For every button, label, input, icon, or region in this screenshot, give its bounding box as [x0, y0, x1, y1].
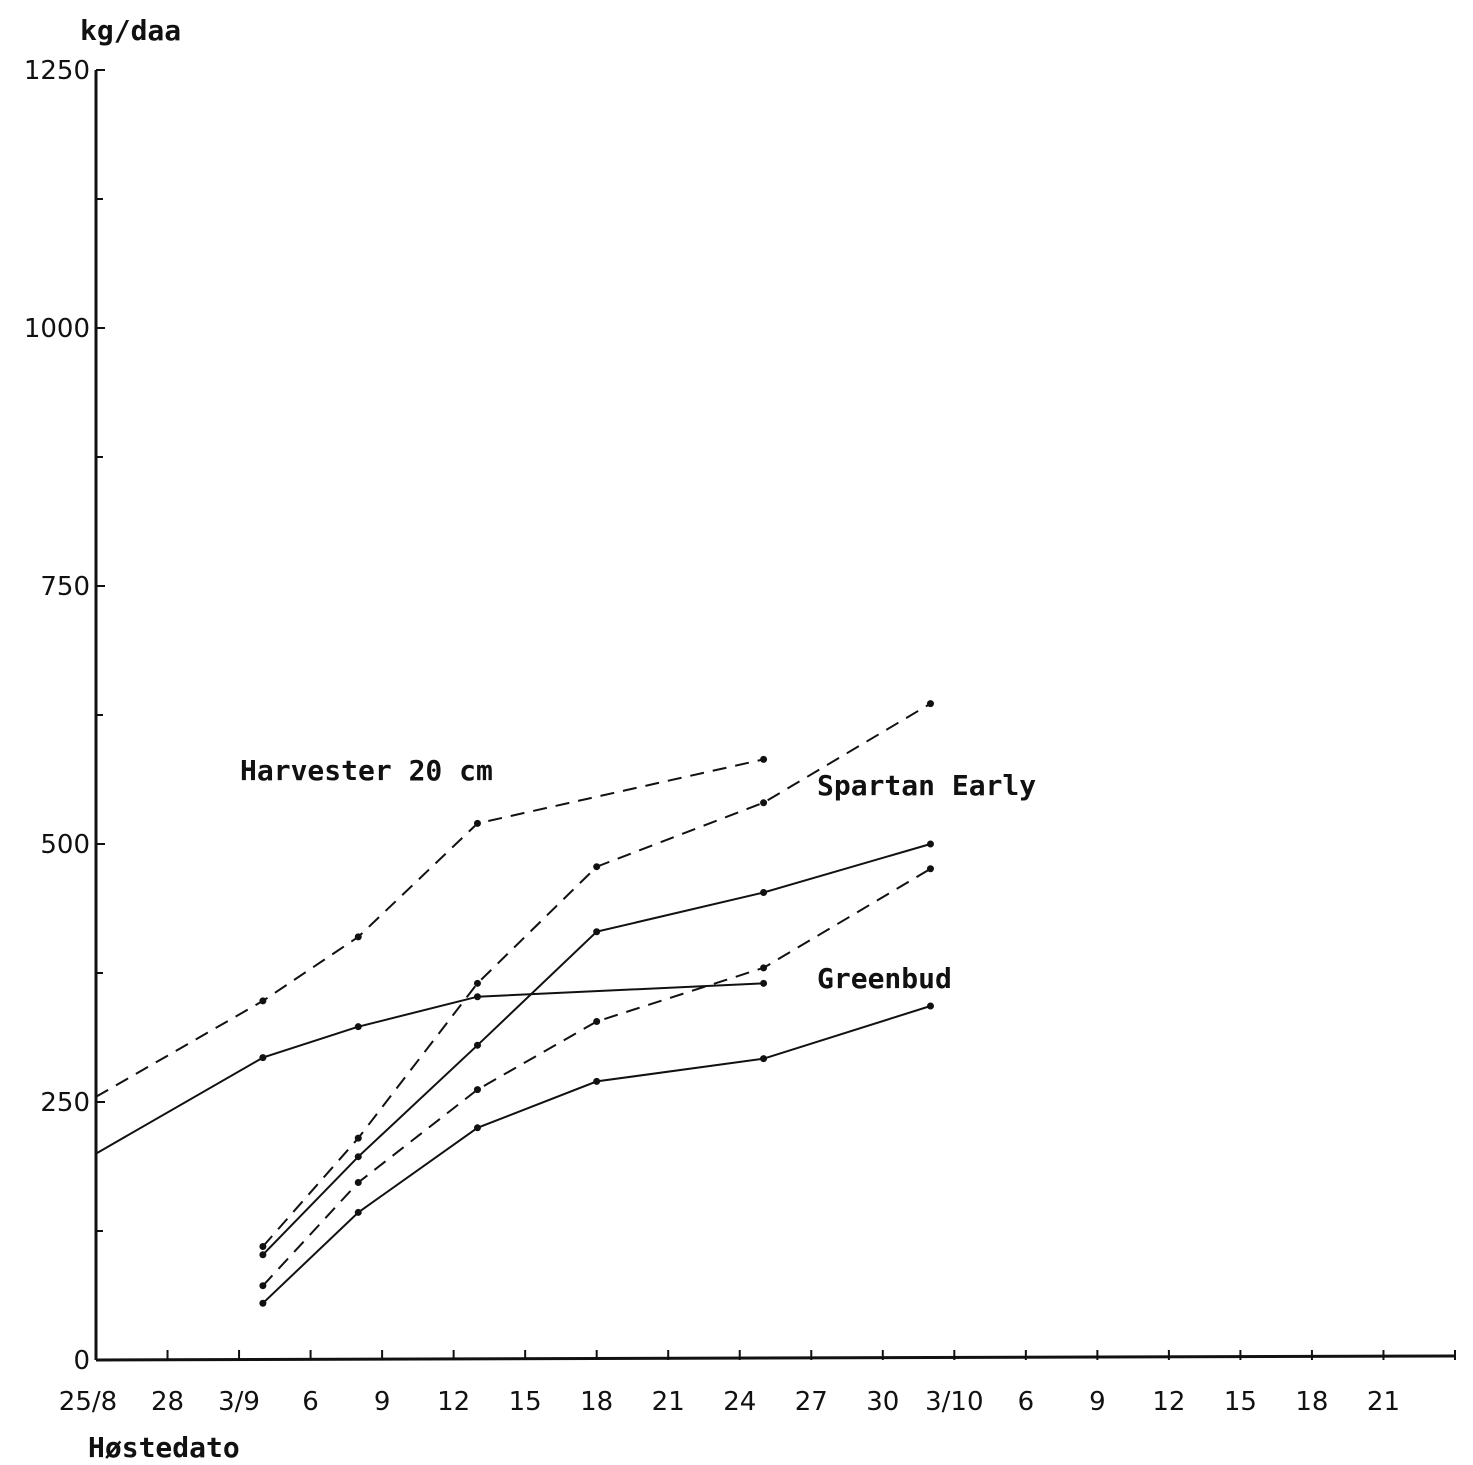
data-point [926, 1002, 934, 1010]
annotation-spartan-early: Spartan Early [817, 769, 1036, 802]
y-tick-label: 250 [40, 1088, 90, 1118]
x-tick-label: 3/10 [925, 1387, 983, 1417]
x-tick-label: 24 [723, 1387, 756, 1417]
data-point [926, 865, 934, 873]
x-tick-label: 21 [652, 1387, 685, 1417]
data-point [760, 889, 768, 897]
data-point [593, 1018, 601, 1026]
data-point [354, 1178, 362, 1186]
y-tick-label: 750 [40, 572, 90, 602]
annotation-harvester: Harvester 20 cm [240, 754, 493, 787]
y-tick-label: 1250 [24, 56, 90, 86]
x-tick-label: 15 [1224, 1387, 1257, 1417]
x-tick-label: 9 [1089, 1387, 1106, 1417]
y-tick-label: 0 [73, 1346, 90, 1376]
data-point [473, 819, 481, 827]
data-point [760, 979, 768, 987]
data-point [259, 1282, 267, 1290]
data-point [259, 1054, 267, 1062]
data-point [473, 979, 481, 987]
x-ticks: 25/8 28 3/9 6 9 12 15 18 21 24 27 30 3/10 6 9 12 15 18 21 [59, 1350, 1456, 1417]
data-point [354, 1153, 362, 1161]
series-line-3 [262, 843, 931, 1256]
x-tick-label: 15 [509, 1387, 542, 1417]
series-line-1 [95, 982, 764, 1155]
data-point [259, 1299, 267, 1307]
series-line-4 [262, 867, 932, 1287]
x-tick-label: 18 [1295, 1387, 1328, 1417]
y-ticks: 0 250 500 750 1000 1250 [24, 56, 105, 1376]
x-tick-label: 12 [1152, 1387, 1185, 1417]
data-point [760, 799, 768, 807]
y-axis-title: kg/daa [80, 14, 181, 47]
x-tick-label: 18 [580, 1387, 613, 1417]
axes [94, 70, 1456, 1362]
data-point [593, 1077, 601, 1085]
data-point [354, 1134, 362, 1142]
data-point [259, 1251, 267, 1259]
x-tick-label: 21 [1367, 1387, 1400, 1417]
y-tick-label: 1000 [24, 314, 90, 344]
x-tick-label: 30 [866, 1387, 899, 1417]
data-point [473, 1041, 481, 1049]
x-tick-label: 12 [437, 1387, 470, 1417]
x-tick-label: 3/9 [218, 1387, 260, 1417]
x-tick-label: 6 [1018, 1387, 1035, 1417]
x-tick-label: 28 [151, 1387, 184, 1417]
x-tick-label: 9 [374, 1387, 391, 1417]
x-tick-label: 25/8 [59, 1387, 117, 1417]
data-point [926, 700, 934, 708]
x-tick-label: 27 [795, 1387, 828, 1417]
data-point [354, 1023, 362, 1031]
data-point [473, 1086, 481, 1094]
x-axis-line [95, 1354, 1456, 1362]
data-point [259, 1242, 267, 1250]
data-point [760, 964, 768, 972]
data-point [593, 863, 601, 871]
data-point [354, 933, 362, 941]
y-tick-label: 500 [40, 830, 90, 860]
data-point [259, 997, 267, 1005]
data-point [760, 755, 768, 763]
data-point [354, 1208, 362, 1216]
data-point [926, 840, 934, 848]
data-point [760, 1055, 768, 1063]
x-tick-label: 6 [302, 1387, 319, 1417]
annotation-greenbud: Greenbud [817, 962, 952, 995]
x-axis-title: Høstedato [88, 1431, 240, 1464]
series-layer [95, 700, 934, 1307]
series-line-5 [262, 1005, 931, 1304]
data-point [473, 1124, 481, 1132]
series-line-2 [262, 702, 932, 1248]
data-point [593, 928, 601, 936]
data-point [473, 993, 481, 1001]
